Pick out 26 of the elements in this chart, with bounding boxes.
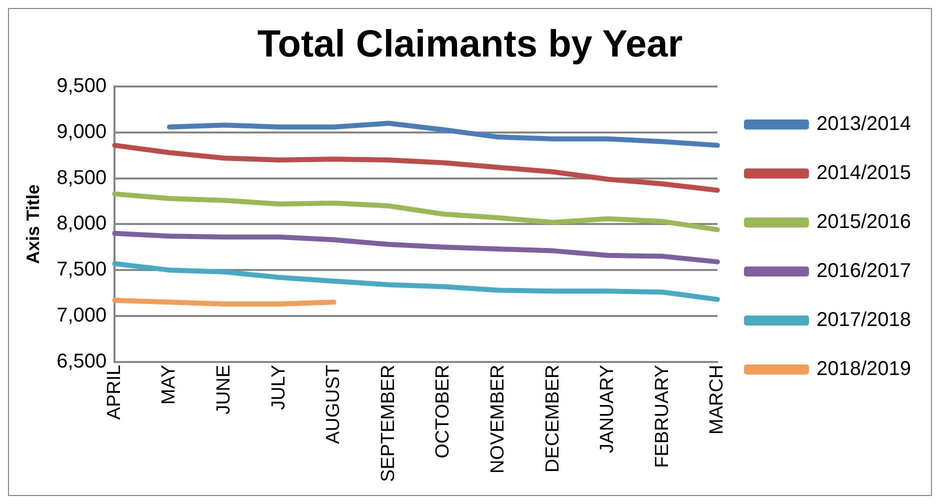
y-tick-label: 9,000 (56, 120, 107, 143)
y-tick-label: 8,500 (56, 166, 107, 189)
y-tick-label: 9,500 (56, 75, 107, 98)
legend-label: 2013/2014 (816, 113, 912, 136)
y-axis-title: Axis Title (22, 184, 43, 264)
x-tick-label: AUGUST (323, 364, 344, 444)
legend-label: 2015/2016 (816, 211, 912, 234)
x-tick-label: SEPTEMBER (378, 364, 399, 482)
y-tick-label: 6,500 (56, 350, 107, 372)
x-tick-label: OCTOBER (432, 364, 454, 458)
legend-label: 2016/2017 (816, 260, 912, 282)
x-tick-label: JULY (268, 364, 290, 410)
y-tick-label: 8,000 (56, 212, 107, 235)
chart-title: Total Claimants by Year (257, 23, 683, 66)
y-tick-label: 7,000 (56, 304, 107, 326)
legend-label: 2017/2018 (816, 309, 912, 332)
x-tick-label: JUNE (213, 364, 234, 414)
legend-label: 2014/2015 (816, 162, 912, 184)
x-tick-label: FEBRUARY (652, 364, 673, 468)
x-tick-label: DECEMBER (542, 364, 564, 472)
x-tick-label: JANUARY (597, 364, 618, 454)
y-tick-label: 7,500 (56, 258, 107, 281)
x-tick-label: MAY (158, 364, 180, 405)
x-tick-label: NOVEMBER (487, 364, 508, 474)
legend-label: 2018/2019 (816, 358, 912, 380)
x-tick-label: MARCH (706, 364, 728, 434)
